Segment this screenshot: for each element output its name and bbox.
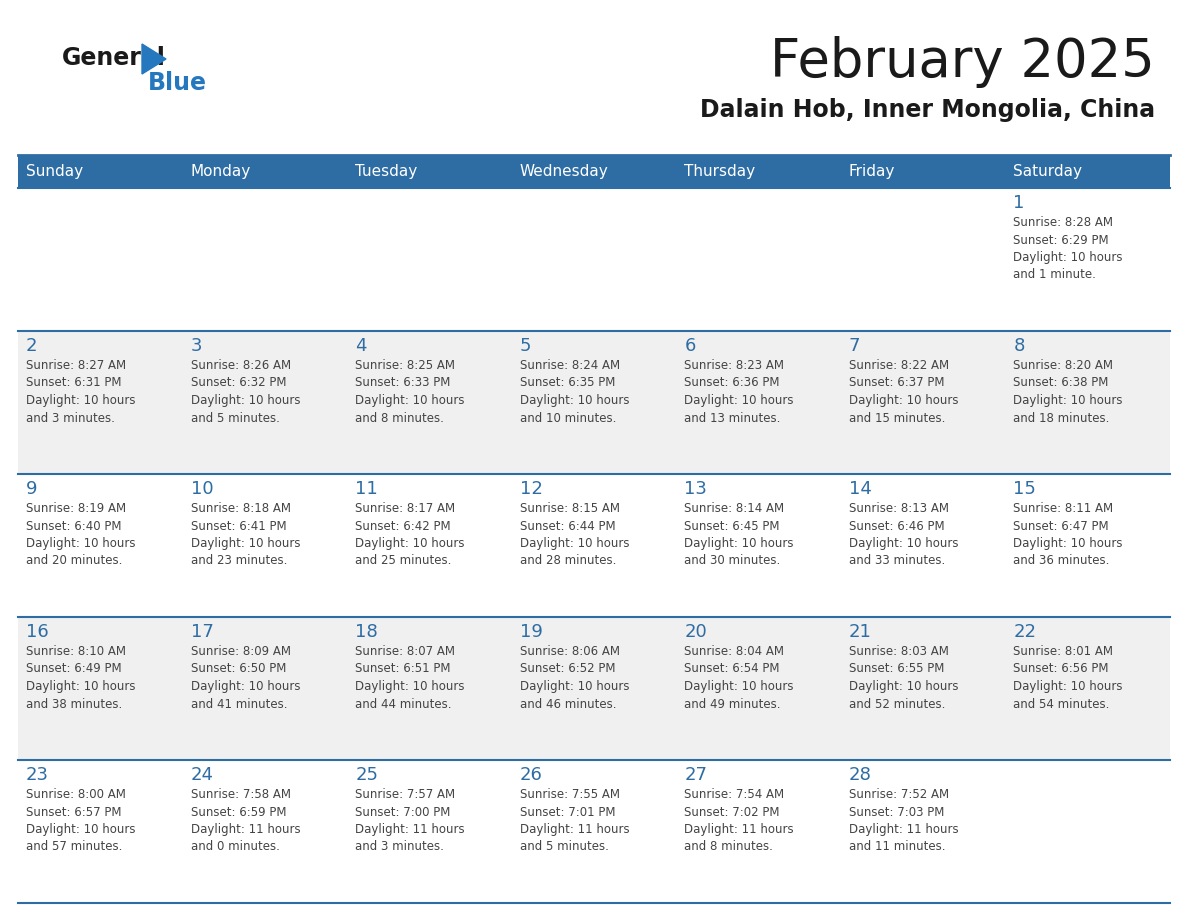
Text: Sunrise: 8:22 AM
Sunset: 6:37 PM
Daylight: 10 hours
and 15 minutes.: Sunrise: 8:22 AM Sunset: 6:37 PM Dayligh… [849, 359, 959, 424]
Text: 8: 8 [1013, 337, 1025, 355]
Text: Sunrise: 8:00 AM
Sunset: 6:57 PM
Daylight: 10 hours
and 57 minutes.: Sunrise: 8:00 AM Sunset: 6:57 PM Dayligh… [26, 788, 135, 854]
Text: Sunrise: 8:26 AM
Sunset: 6:32 PM
Daylight: 10 hours
and 5 minutes.: Sunrise: 8:26 AM Sunset: 6:32 PM Dayligh… [190, 359, 301, 424]
Bar [18, 155, 1170, 188]
Text: Sunrise: 8:19 AM
Sunset: 6:40 PM
Daylight: 10 hours
and 20 minutes.: Sunrise: 8:19 AM Sunset: 6:40 PM Dayligh… [26, 502, 135, 567]
Text: 15: 15 [1013, 480, 1036, 498]
Text: Tuesday: Tuesday [355, 164, 417, 179]
Text: 7: 7 [849, 337, 860, 355]
Text: 19: 19 [519, 623, 543, 641]
Text: Sunrise: 8:28 AM
Sunset: 6:29 PM
Daylight: 10 hours
and 1 minute.: Sunrise: 8:28 AM Sunset: 6:29 PM Dayligh… [1013, 216, 1123, 282]
Text: Sunrise: 8:06 AM
Sunset: 6:52 PM
Daylight: 10 hours
and 46 minutes.: Sunrise: 8:06 AM Sunset: 6:52 PM Dayligh… [519, 645, 630, 711]
Bar [18, 760, 1170, 903]
Text: 25: 25 [355, 766, 378, 784]
Bar [18, 331, 1170, 474]
Text: Blue: Blue [148, 71, 207, 95]
Text: 20: 20 [684, 623, 707, 641]
Text: Sunrise: 8:20 AM
Sunset: 6:38 PM
Daylight: 10 hours
and 18 minutes.: Sunrise: 8:20 AM Sunset: 6:38 PM Dayligh… [1013, 359, 1123, 424]
Text: Sunrise: 7:54 AM
Sunset: 7:02 PM
Daylight: 11 hours
and 8 minutes.: Sunrise: 7:54 AM Sunset: 7:02 PM Dayligh… [684, 788, 794, 854]
Text: Sunrise: 8:15 AM
Sunset: 6:44 PM
Daylight: 10 hours
and 28 minutes.: Sunrise: 8:15 AM Sunset: 6:44 PM Dayligh… [519, 502, 630, 567]
Text: 4: 4 [355, 337, 367, 355]
Text: 24: 24 [190, 766, 214, 784]
Text: Sunrise: 8:25 AM
Sunset: 6:33 PM
Daylight: 10 hours
and 8 minutes.: Sunrise: 8:25 AM Sunset: 6:33 PM Dayligh… [355, 359, 465, 424]
Text: 16: 16 [26, 623, 49, 641]
Text: 5: 5 [519, 337, 531, 355]
Text: 9: 9 [26, 480, 38, 498]
Text: Dalain Hob, Inner Mongolia, China: Dalain Hob, Inner Mongolia, China [700, 98, 1155, 122]
Text: Sunrise: 7:58 AM
Sunset: 6:59 PM
Daylight: 11 hours
and 0 minutes.: Sunrise: 7:58 AM Sunset: 6:59 PM Dayligh… [190, 788, 301, 854]
Text: Thursday: Thursday [684, 164, 756, 179]
Text: Sunday: Sunday [26, 164, 83, 179]
Text: February 2025: February 2025 [770, 36, 1155, 88]
Text: Sunrise: 7:52 AM
Sunset: 7:03 PM
Daylight: 11 hours
and 11 minutes.: Sunrise: 7:52 AM Sunset: 7:03 PM Dayligh… [849, 788, 959, 854]
Text: Monday: Monday [190, 164, 251, 179]
Text: General: General [62, 46, 166, 70]
Text: Saturday: Saturday [1013, 164, 1082, 179]
Text: Sunrise: 8:04 AM
Sunset: 6:54 PM
Daylight: 10 hours
and 49 minutes.: Sunrise: 8:04 AM Sunset: 6:54 PM Dayligh… [684, 645, 794, 711]
Text: Wednesday: Wednesday [519, 164, 608, 179]
Text: Sunrise: 7:57 AM
Sunset: 7:00 PM
Daylight: 11 hours
and 3 minutes.: Sunrise: 7:57 AM Sunset: 7:00 PM Dayligh… [355, 788, 465, 854]
Text: Sunrise: 8:18 AM
Sunset: 6:41 PM
Daylight: 10 hours
and 23 minutes.: Sunrise: 8:18 AM Sunset: 6:41 PM Dayligh… [190, 502, 301, 567]
Text: Sunrise: 8:13 AM
Sunset: 6:46 PM
Daylight: 10 hours
and 33 minutes.: Sunrise: 8:13 AM Sunset: 6:46 PM Dayligh… [849, 502, 959, 567]
Text: 21: 21 [849, 623, 872, 641]
Text: 23: 23 [26, 766, 49, 784]
Text: 17: 17 [190, 623, 214, 641]
Text: Sunrise: 8:17 AM
Sunset: 6:42 PM
Daylight: 10 hours
and 25 minutes.: Sunrise: 8:17 AM Sunset: 6:42 PM Dayligh… [355, 502, 465, 567]
Text: Friday: Friday [849, 164, 896, 179]
Text: Sunrise: 8:14 AM
Sunset: 6:45 PM
Daylight: 10 hours
and 30 minutes.: Sunrise: 8:14 AM Sunset: 6:45 PM Dayligh… [684, 502, 794, 567]
Text: 10: 10 [190, 480, 213, 498]
Text: Sunrise: 8:23 AM
Sunset: 6:36 PM
Daylight: 10 hours
and 13 minutes.: Sunrise: 8:23 AM Sunset: 6:36 PM Dayligh… [684, 359, 794, 424]
Text: 18: 18 [355, 623, 378, 641]
Text: Sunrise: 8:11 AM
Sunset: 6:47 PM
Daylight: 10 hours
and 36 minutes.: Sunrise: 8:11 AM Sunset: 6:47 PM Dayligh… [1013, 502, 1123, 567]
Text: Sunrise: 8:24 AM
Sunset: 6:35 PM
Daylight: 10 hours
and 10 minutes.: Sunrise: 8:24 AM Sunset: 6:35 PM Dayligh… [519, 359, 630, 424]
Text: 27: 27 [684, 766, 707, 784]
Text: Sunrise: 8:07 AM
Sunset: 6:51 PM
Daylight: 10 hours
and 44 minutes.: Sunrise: 8:07 AM Sunset: 6:51 PM Dayligh… [355, 645, 465, 711]
Text: 11: 11 [355, 480, 378, 498]
Text: Sunrise: 8:10 AM
Sunset: 6:49 PM
Daylight: 10 hours
and 38 minutes.: Sunrise: 8:10 AM Sunset: 6:49 PM Dayligh… [26, 645, 135, 711]
Text: 13: 13 [684, 480, 707, 498]
Text: 14: 14 [849, 480, 872, 498]
Text: Sunrise: 8:03 AM
Sunset: 6:55 PM
Daylight: 10 hours
and 52 minutes.: Sunrise: 8:03 AM Sunset: 6:55 PM Dayligh… [849, 645, 959, 711]
Text: Sunrise: 8:09 AM
Sunset: 6:50 PM
Daylight: 10 hours
and 41 minutes.: Sunrise: 8:09 AM Sunset: 6:50 PM Dayligh… [190, 645, 301, 711]
Text: 1: 1 [1013, 194, 1025, 212]
Text: 6: 6 [684, 337, 696, 355]
Bar [18, 188, 1170, 331]
Bar [18, 617, 1170, 760]
Text: 2: 2 [26, 337, 38, 355]
Text: 12: 12 [519, 480, 543, 498]
Text: 3: 3 [190, 337, 202, 355]
Text: 26: 26 [519, 766, 543, 784]
Text: 22: 22 [1013, 623, 1036, 641]
Text: 28: 28 [849, 766, 872, 784]
Text: Sunrise: 8:27 AM
Sunset: 6:31 PM
Daylight: 10 hours
and 3 minutes.: Sunrise: 8:27 AM Sunset: 6:31 PM Dayligh… [26, 359, 135, 424]
Text: Sunrise: 7:55 AM
Sunset: 7:01 PM
Daylight: 11 hours
and 5 minutes.: Sunrise: 7:55 AM Sunset: 7:01 PM Dayligh… [519, 788, 630, 854]
Polygon shape [143, 44, 166, 74]
Bar [18, 474, 1170, 617]
Text: Sunrise: 8:01 AM
Sunset: 6:56 PM
Daylight: 10 hours
and 54 minutes.: Sunrise: 8:01 AM Sunset: 6:56 PM Dayligh… [1013, 645, 1123, 711]
